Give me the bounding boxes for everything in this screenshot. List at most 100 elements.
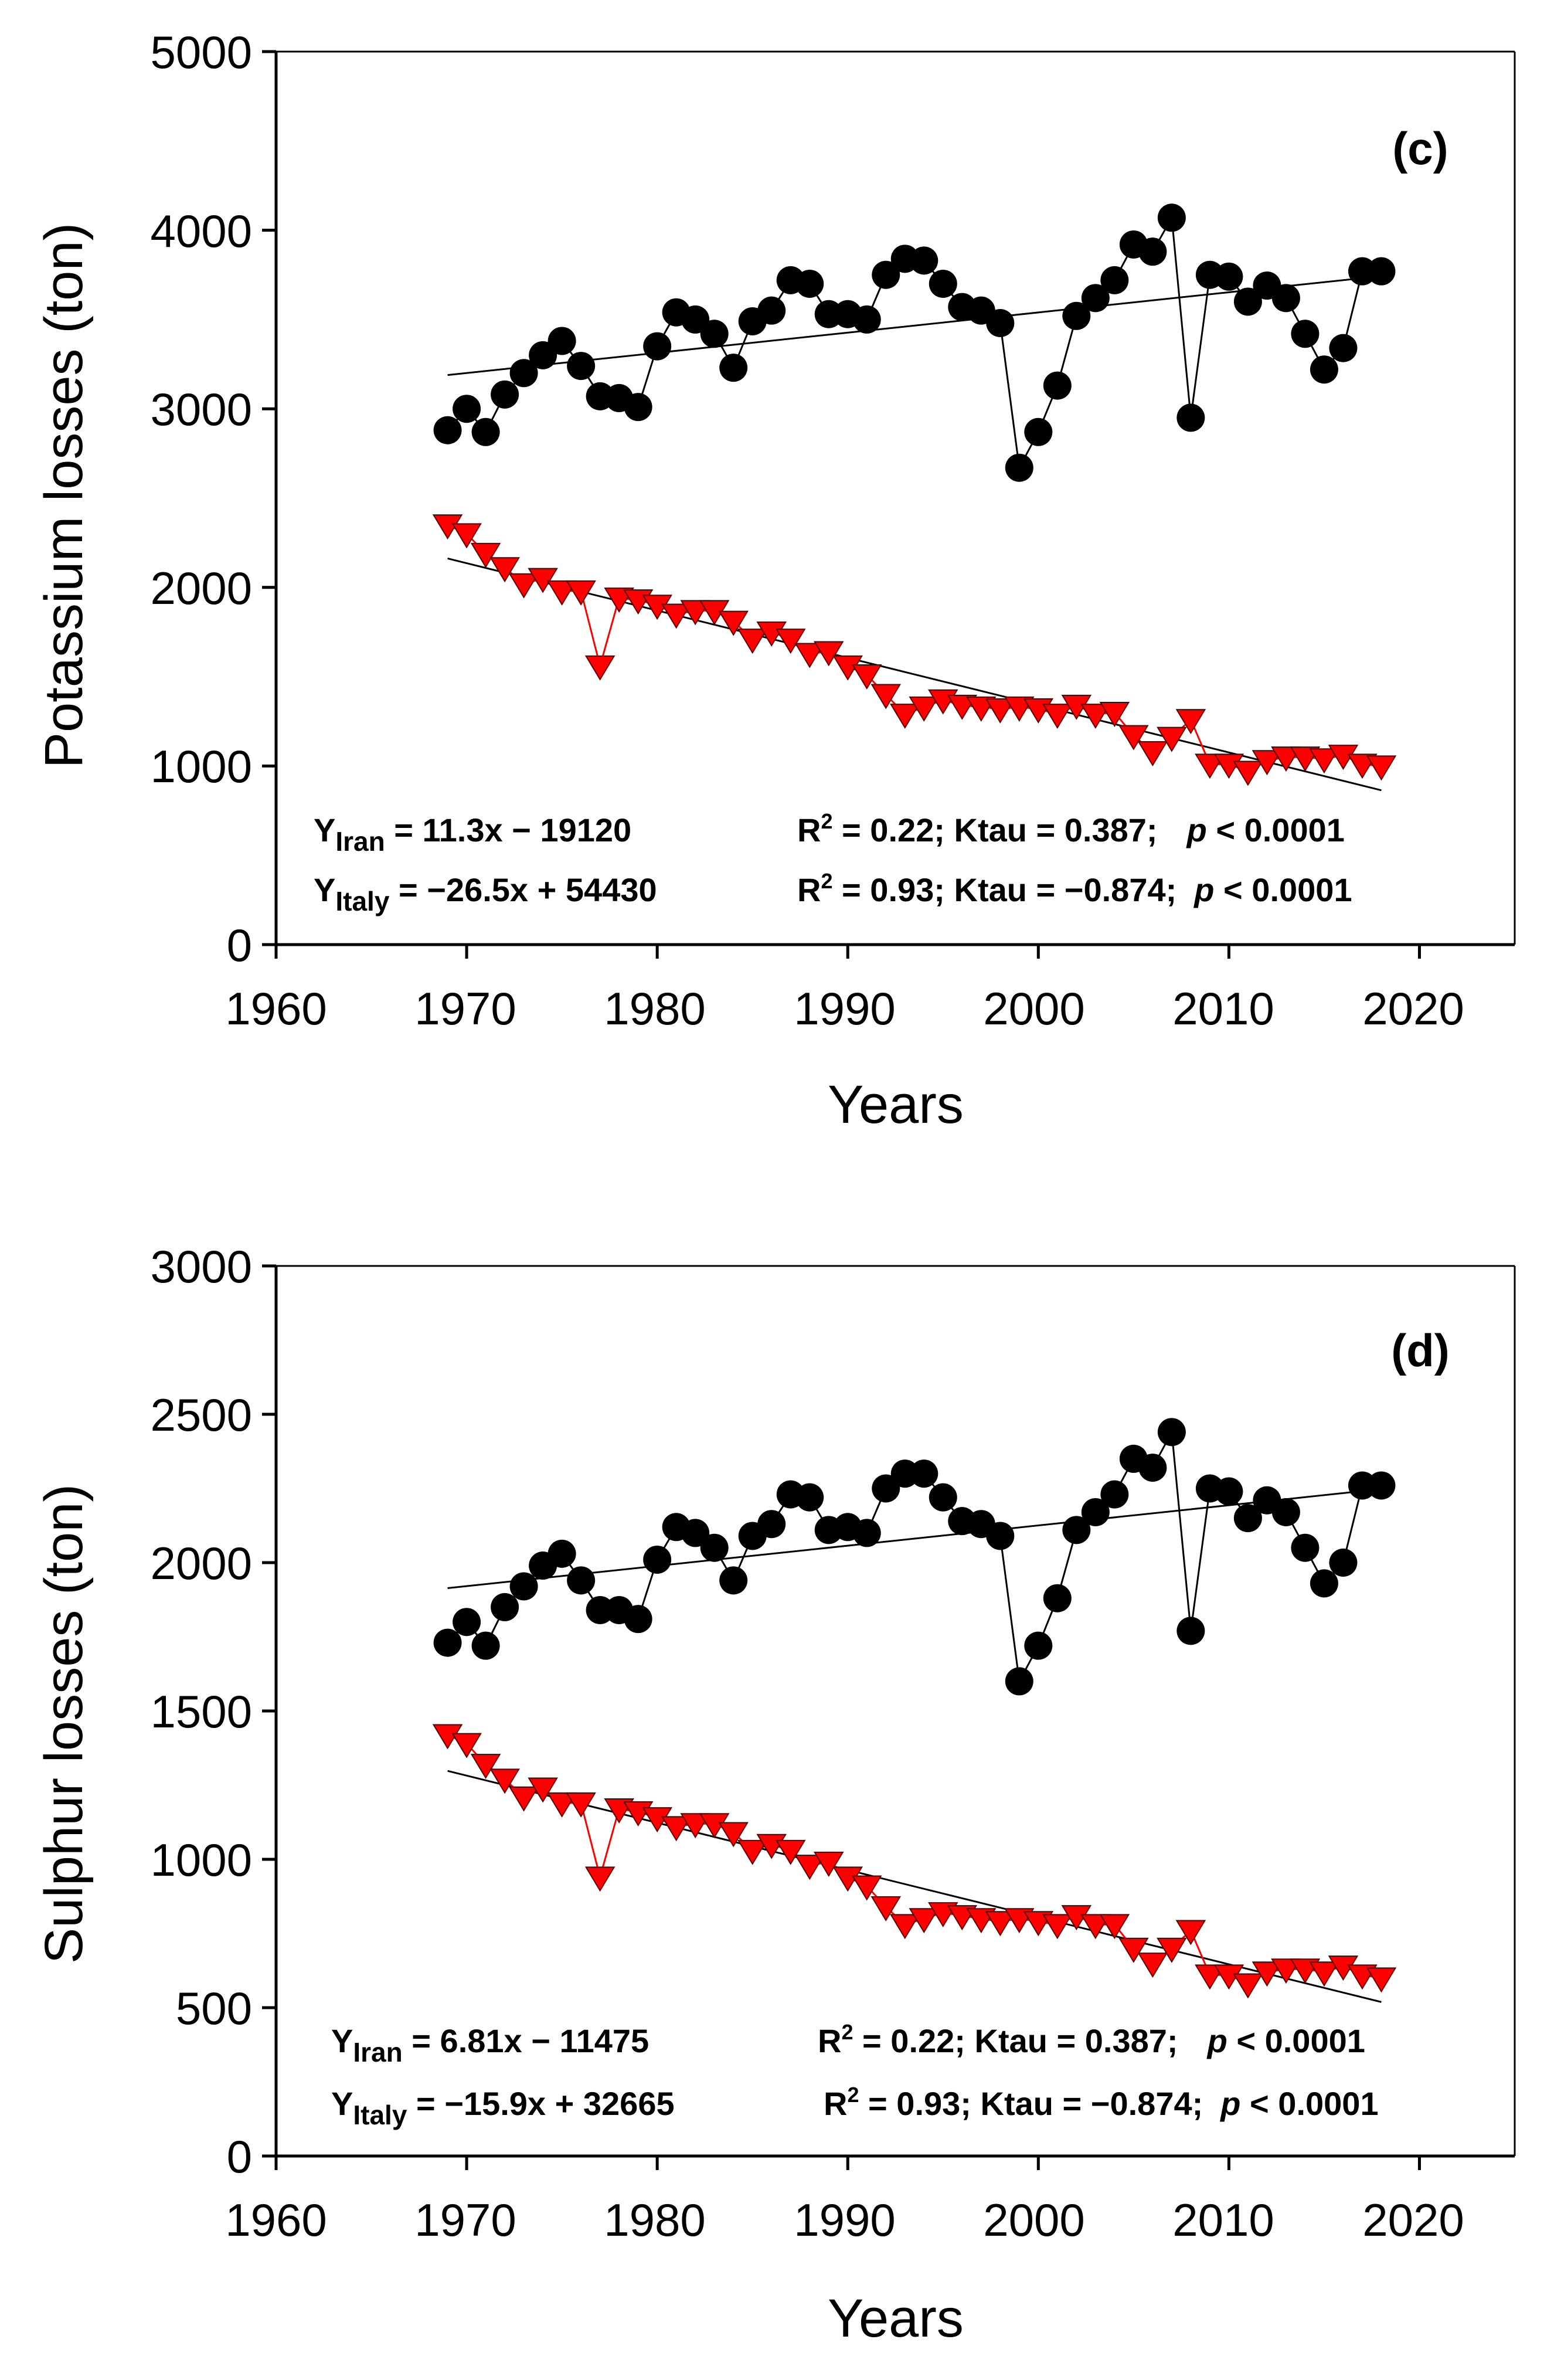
x-tick-label: 1990 <box>794 2194 896 2246</box>
iran-point <box>872 260 900 289</box>
iran-point <box>471 417 500 446</box>
plot-layer <box>262 50 1516 959</box>
iran-point <box>681 1519 710 1547</box>
iran-point <box>1062 301 1091 330</box>
iran-point <box>929 269 957 298</box>
italy-point <box>546 580 577 606</box>
iran-point <box>1024 417 1053 446</box>
italy-point <box>775 1839 806 1865</box>
italy-equation: YItaly = −15.9x + 32665 <box>331 2085 675 2130</box>
iran-point <box>548 327 576 355</box>
iran-point <box>910 1459 938 1488</box>
iran-point <box>548 1539 576 1568</box>
iran-point <box>1367 257 1396 286</box>
iran-statistics: R2 = 0.22; Ktau = 0.387; p < 0.0001 <box>797 809 1345 848</box>
iran-trend-line <box>447 1488 1382 1590</box>
iran-point <box>986 1522 1015 1550</box>
italy-point <box>889 704 920 729</box>
iran-point <box>1310 1569 1338 1598</box>
iran-point <box>910 246 938 275</box>
iran-point <box>1271 1498 1300 1526</box>
iran-point <box>1215 1477 1243 1506</box>
iran-point <box>1100 1480 1129 1509</box>
italy-point <box>909 696 940 722</box>
italy-point <box>1233 760 1263 786</box>
italy-point <box>1099 702 1130 727</box>
italy-point <box>470 1754 501 1780</box>
italy-point <box>584 655 616 681</box>
italy-point <box>870 1896 902 1921</box>
x-tick-label: 2000 <box>983 983 1085 1034</box>
x-axis-title: Years <box>828 1075 964 1135</box>
x-axis-title: Years <box>828 2289 964 2348</box>
iran-trend-line <box>447 275 1382 376</box>
iran-point <box>1291 1533 1320 1562</box>
x-tick-label: 1960 <box>225 983 327 1034</box>
y-tick-label: 1500 <box>150 1686 252 1737</box>
italy-point <box>1157 1937 1187 1963</box>
iran-point <box>795 1483 824 1512</box>
iran-point <box>491 1593 519 1621</box>
iran-statistics: R2 = 0.22; Ktau = 0.387; p < 0.0001 <box>818 2020 1365 2059</box>
x-tick-label: 2020 <box>1362 983 1464 1034</box>
y-tick-label: 0 <box>227 919 252 971</box>
italy-point <box>756 621 787 647</box>
italy-point <box>737 1839 768 1865</box>
y-tick-label: 2500 <box>150 1389 252 1441</box>
italy-point <box>508 1786 539 1812</box>
italy-point <box>718 1822 749 1848</box>
iran-point <box>1157 203 1186 232</box>
italy-point <box>1137 741 1168 766</box>
italy-point <box>1366 1967 1397 1993</box>
italy-point <box>794 643 825 668</box>
y-tick-label: 2000 <box>150 1537 252 1589</box>
italy-trend-line <box>447 1770 1382 2003</box>
italy-point <box>1137 1953 1168 1978</box>
italy-point <box>909 1908 940 1934</box>
y-tick-label: 500 <box>176 1982 252 2034</box>
italy-point <box>1366 755 1397 781</box>
italy-point <box>775 629 806 654</box>
iran-point <box>929 1483 957 1512</box>
x-tick-label: 1970 <box>414 2194 516 2246</box>
y-tick-label: 3000 <box>150 1241 252 1292</box>
italy-point <box>851 664 882 690</box>
iran-point <box>453 1608 481 1637</box>
panel-c: 0 1000 2000 3000 4000 5000 1960 1970 198… <box>34 26 1516 1135</box>
iran-point <box>1005 453 1033 482</box>
iran-point <box>567 1566 596 1595</box>
italy-trend-line <box>447 557 1382 792</box>
italy-point <box>584 1866 616 1892</box>
italy-point <box>1099 1914 1130 1940</box>
italy-equation: YItaly = −26.5x + 54430 <box>314 871 657 916</box>
italy-point <box>1233 1973 1263 1999</box>
x-tick-label: 1980 <box>604 2194 706 2246</box>
italy-point <box>1252 750 1283 776</box>
iran-point <box>624 393 652 422</box>
iran-point <box>433 416 462 444</box>
italy-point <box>985 698 1016 724</box>
italy-point <box>661 1816 692 1842</box>
iran-point <box>1291 320 1320 348</box>
y-tick-label: 3000 <box>150 383 252 435</box>
italy-point <box>1157 726 1187 752</box>
x-tick-label: 2010 <box>1172 2194 1274 2246</box>
y-axis-title: Sulphur losses (ton) <box>34 1484 94 1964</box>
italy-point <box>528 1777 558 1803</box>
iran-point <box>1005 1667 1033 1696</box>
italy-point <box>737 629 768 654</box>
panel-label: (d) <box>1391 1325 1450 1376</box>
italy-point <box>1195 753 1225 779</box>
italy-statistics: R2 = 0.93; Ktau = −0.874; p < 0.0001 <box>797 869 1352 908</box>
x-tick-label: 1970 <box>414 983 516 1034</box>
italy-point <box>1080 704 1111 729</box>
italy-point <box>851 1875 882 1901</box>
italy-point <box>985 1911 1016 1937</box>
iran-point <box>1157 1418 1186 1447</box>
iran-point <box>1100 266 1129 294</box>
iran-point <box>1062 1516 1091 1544</box>
iran-point <box>719 1566 748 1595</box>
italy-point <box>1042 1914 1073 1940</box>
iran-point <box>1043 1584 1072 1612</box>
